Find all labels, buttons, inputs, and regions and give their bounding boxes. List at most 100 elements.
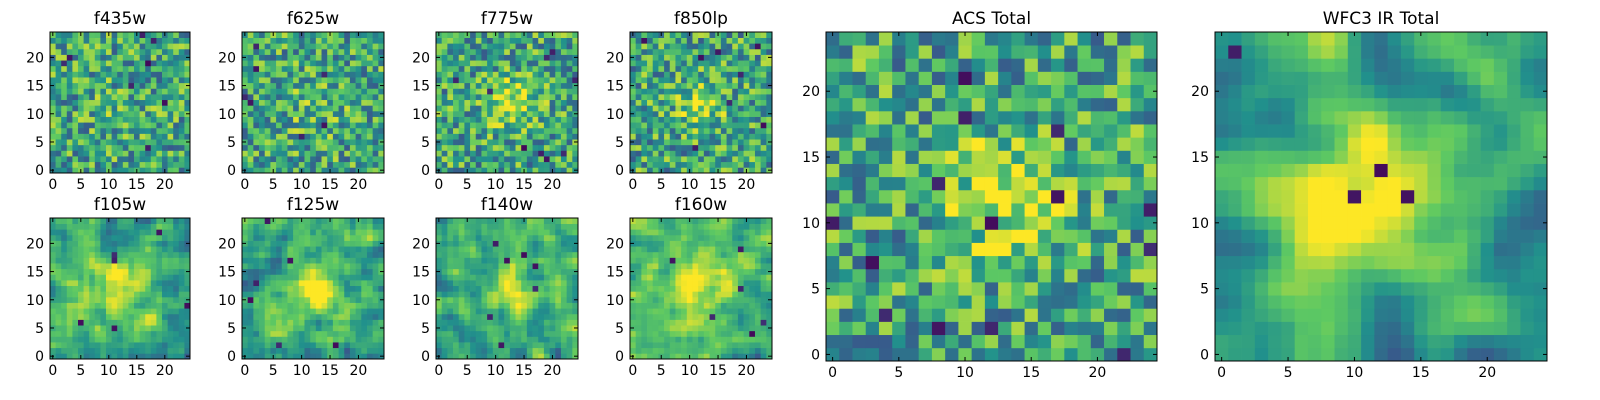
heatmap-cell [66,319,73,326]
heatmap-cell [184,105,191,112]
heatmap-cell [453,296,460,303]
heatmap-cell [338,161,345,168]
heatmap-cell [355,71,362,78]
heatmap-cell [173,37,180,44]
heatmap-cell [447,263,454,270]
heatmap-cell [293,285,300,292]
y-tick-label: 0 [35,349,44,365]
heatmap-cell [560,330,567,337]
heatmap-cell [698,105,705,112]
heatmap-cell [698,77,705,84]
heatmap-cell [259,116,266,123]
heatmap-cell [436,285,443,292]
heatmap-cell [145,37,152,44]
heatmap-cell [315,308,322,315]
heatmap-cell [766,302,773,309]
heatmap-cell [167,156,174,163]
heatmap-cell [766,285,773,292]
heatmap-cell [453,88,460,95]
heatmap-cell [498,99,505,106]
heatmap-cell [720,133,727,140]
heatmap-cell [167,218,174,224]
heatmap-cell [338,116,345,123]
heatmap-cell [749,280,756,287]
heatmap-cell [78,105,84,112]
heatmap-cell [315,229,322,236]
heatmap-cell [281,60,288,67]
heatmap-cell [304,54,311,61]
heatmap-cell [247,325,254,332]
heatmap-cell [287,139,294,146]
heatmap-cell [555,116,562,123]
heatmap-cell [732,167,739,174]
heatmap-cell [89,285,96,292]
heatmap-cell [264,223,271,230]
heatmap-cell [543,330,550,337]
heatmap-cell [247,347,254,354]
heatmap-cell [122,246,129,253]
heatmap-cell [293,234,300,241]
heatmap-cell [641,291,648,298]
heatmap-cell [315,302,322,309]
heatmap-cell [481,167,488,174]
heatmap-cell [173,77,180,84]
heatmap-cell [270,150,277,157]
heatmap-cell [492,110,499,117]
heatmap-cell [145,218,152,224]
heatmap-cell [675,133,682,140]
heatmap-cell [89,48,96,55]
heatmap-cell [436,291,443,298]
heatmap-cell [652,353,659,360]
heatmap-cell [555,122,562,129]
heatmap-cell [128,32,135,38]
heatmap-cell [652,48,659,55]
heatmap-cell [66,82,73,89]
heatmap-cell [50,122,56,129]
heatmap-cell [61,353,68,360]
heatmap-cell [134,82,140,89]
heatmap-cell [549,302,556,309]
heatmap-cell [162,223,168,230]
heatmap-cell [61,313,68,320]
heatmap-cell [287,263,294,270]
heatmap-cell [78,302,84,309]
heatmap-cell [675,122,682,129]
heatmap-cell [327,65,334,72]
heatmap-cell [675,353,682,360]
heatmap-cell [61,54,68,61]
heatmap-cell [366,43,373,50]
heatmap-cell [487,60,494,67]
heatmap-cell [173,116,180,123]
heatmap-cell [321,105,328,112]
heatmap-cell [754,32,761,38]
heatmap-cell [543,263,550,270]
heatmap-cell [276,32,283,38]
heatmap-cell [242,37,249,44]
heatmap-cell [66,330,73,337]
heatmap-cell [128,268,135,275]
heatmap-cell [378,105,385,112]
heatmap-cell [117,127,124,134]
heatmap-cell [538,167,545,174]
heatmap-cell [453,48,460,55]
heatmap-cell [372,319,379,326]
heatmap-cell [664,336,671,343]
heatmap-cell [293,116,300,123]
heatmap-cell [78,336,84,343]
heatmap-cell [167,48,174,55]
heatmap-cell [178,234,185,241]
heatmap-cell [475,60,482,67]
heatmap-cell [686,150,693,157]
heatmap-cell [281,246,288,253]
heatmap-cell [766,99,773,106]
heatmap-cell [83,144,90,151]
heatmap-cell [173,240,180,247]
heatmap-cell [61,342,68,349]
heatmap-cell [709,325,716,332]
heatmap-cell [293,94,300,101]
heatmap-cell [652,302,659,309]
heatmap-cell [635,274,642,281]
heatmap-cell [726,60,733,67]
heatmap-cell [242,99,249,106]
heatmap-cell [681,116,688,123]
